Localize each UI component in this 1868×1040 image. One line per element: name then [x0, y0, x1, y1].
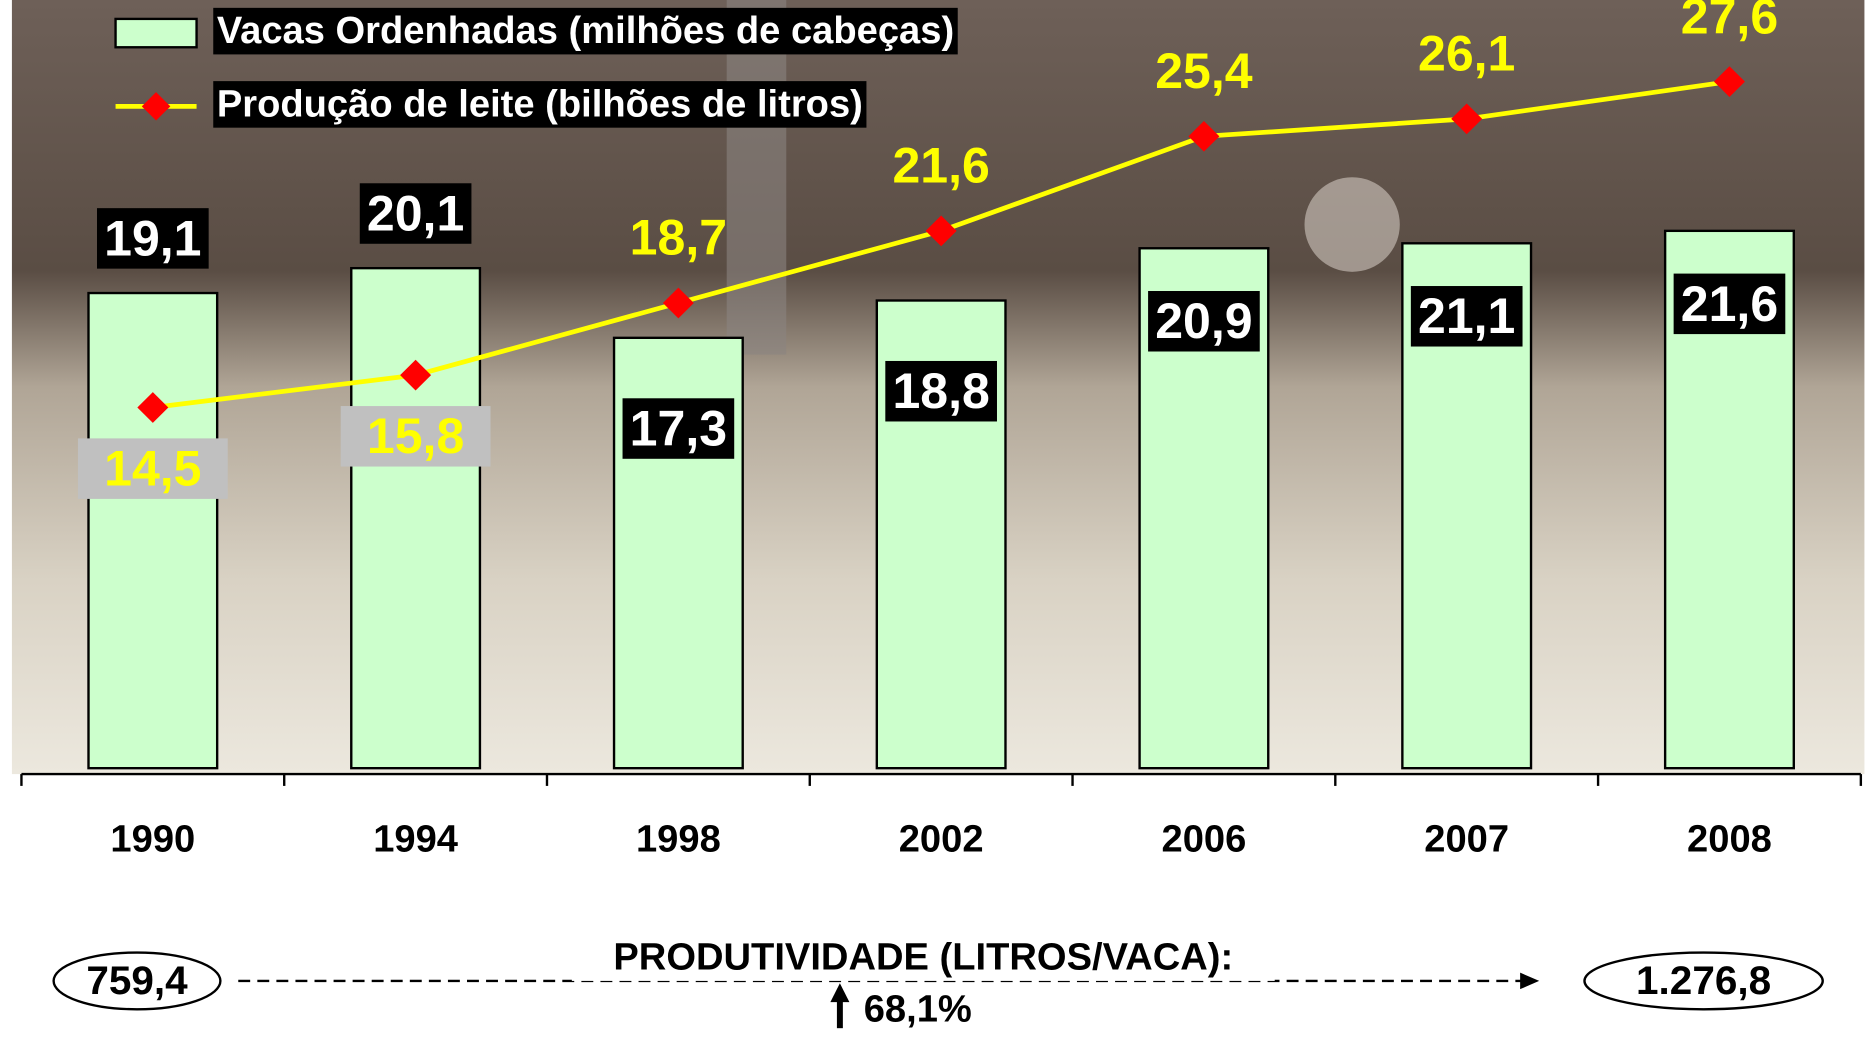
- label-bg: [213, 7, 958, 55]
- up-arrow-head: [830, 983, 850, 1003]
- label-bg: [77, 438, 228, 499]
- bar: [350, 266, 482, 770]
- bar-label: 17,3: [630, 401, 727, 457]
- marker: [137, 392, 169, 423]
- start-ellipse: [52, 951, 222, 1011]
- label-bg: [213, 81, 867, 128]
- label-bg: [885, 360, 997, 422]
- x-tick-label: 2006: [1162, 819, 1247, 861]
- label-bg: [340, 406, 491, 467]
- label-bg: [622, 398, 735, 459]
- title-bg: [571, 936, 1275, 981]
- productivity-title: PRODUTIVIDADE (LITROS/VACA):: [613, 937, 1233, 979]
- legend-swatch: [114, 17, 198, 49]
- bar-label: 19,1: [104, 211, 201, 267]
- legend-marker: [141, 92, 171, 121]
- x-tick-label: 2002: [899, 819, 984, 861]
- arrow-head: [1520, 972, 1540, 990]
- label-bg: [359, 183, 472, 244]
- label-bg: [1673, 273, 1786, 335]
- marker: [400, 359, 432, 391]
- bar-label: 20,9: [1155, 293, 1252, 349]
- bar-label: 21,1: [1418, 288, 1515, 344]
- bar-label: 18,8: [892, 363, 989, 419]
- productivity: 759,4 PRODUTIVIDADE (LITROS/VACA): 68,1%…: [52, 936, 1824, 1031]
- bar-label: 20,1: [367, 186, 464, 242]
- pipe: [726, 0, 787, 355]
- line-label: 27,6: [1681, 0, 1778, 44]
- label-bg: [96, 208, 209, 269]
- x-tick-label: 2008: [1687, 819, 1772, 861]
- bar: [87, 291, 219, 770]
- x-tick-label: 1994: [373, 819, 458, 861]
- line-label: 21,6: [892, 138, 989, 194]
- x-tick-label: 1998: [636, 819, 721, 861]
- line-label: 25,4: [1155, 43, 1253, 99]
- x-tick-label: 1990: [110, 819, 195, 861]
- end-ellipse: [1583, 951, 1824, 1011]
- line-label: 26,1: [1418, 26, 1515, 82]
- end-label: 1.276,8: [1636, 957, 1771, 1003]
- legend: Vacas Ordenhadas (milhões de cabeças) Pro…: [114, 7, 958, 128]
- label-bg: [1148, 291, 1260, 352]
- line-label: 18,7: [630, 210, 727, 266]
- highlight: [1304, 177, 1400, 272]
- line-label: 14,5: [104, 441, 201, 497]
- start-label: 759,4: [86, 957, 188, 1003]
- marker: [1451, 103, 1483, 135]
- line-series: [137, 66, 1745, 423]
- label-bg: [1410, 286, 1523, 347]
- bar-label: 21,6: [1681, 276, 1778, 332]
- plot: 1990 1994 1998 2002 2006 2007 2008 19,1 20,1 17,3…: [20, 0, 1863, 861]
- change-label: 68,1%: [864, 989, 972, 1031]
- legend-label: Produção de leite (bilhões de litros): [217, 83, 863, 125]
- x-tick-label: 2007: [1424, 819, 1509, 861]
- line-label: 15,8: [367, 408, 464, 464]
- legend-label: Vacas Ordenhadas (milhões de cabeças): [217, 10, 954, 52]
